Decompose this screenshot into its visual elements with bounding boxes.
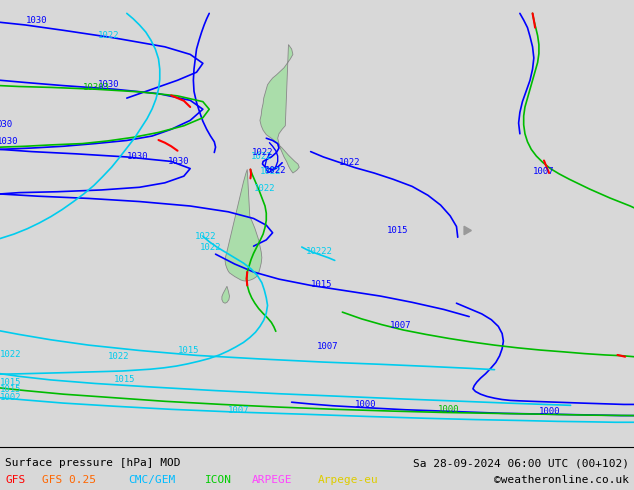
Text: 1022: 1022 [195, 232, 216, 241]
Text: 1007: 1007 [317, 343, 339, 351]
Text: 1022: 1022 [339, 158, 361, 167]
Text: 1015: 1015 [0, 385, 22, 394]
Text: ARPEGE: ARPEGE [252, 475, 292, 485]
Text: 1022: 1022 [260, 167, 281, 176]
Text: 1030: 1030 [98, 80, 120, 89]
Text: GFS 0.25: GFS 0.25 [42, 475, 96, 485]
Text: 1022: 1022 [0, 350, 22, 359]
Text: 1030: 1030 [0, 137, 18, 147]
Text: 1000: 1000 [437, 405, 459, 414]
Text: Sa 28-09-2024 06:00 UTC (00+102): Sa 28-09-2024 06:00 UTC (00+102) [413, 458, 629, 468]
Text: 1015: 1015 [178, 345, 199, 355]
Text: 030: 030 [0, 121, 13, 129]
Text: 1022: 1022 [254, 184, 275, 193]
Text: ICON: ICON [205, 475, 232, 485]
Text: 1000: 1000 [355, 400, 377, 409]
Text: 1030: 1030 [25, 16, 47, 24]
Text: GFS: GFS [5, 475, 25, 485]
Text: ©weatheronline.co.uk: ©weatheronline.co.uk [494, 475, 629, 485]
Text: Surface pressure [hPa] MOD: Surface pressure [hPa] MOD [5, 458, 181, 468]
Text: 1002: 1002 [0, 393, 22, 402]
Text: 1007: 1007 [533, 167, 554, 176]
Text: 1007: 1007 [390, 321, 411, 330]
Polygon shape [225, 170, 262, 281]
Text: 1015: 1015 [387, 225, 408, 235]
Text: 1022: 1022 [265, 166, 287, 175]
Text: 1022: 1022 [200, 243, 221, 252]
Text: 1022: 1022 [98, 31, 120, 40]
Polygon shape [222, 286, 230, 303]
Text: 1015: 1015 [0, 378, 22, 387]
Text: 10222: 10222 [306, 247, 332, 256]
Text: 1022: 1022 [108, 352, 129, 361]
Polygon shape [260, 45, 299, 173]
Text: 1015: 1015 [311, 279, 332, 289]
Text: CMC/GEM: CMC/GEM [128, 475, 176, 485]
Text: 1015: 1015 [114, 375, 136, 385]
Text: 1022: 1022 [252, 148, 274, 157]
Text: 1022: 1022 [251, 151, 273, 161]
Text: 10303: 10303 [82, 83, 109, 92]
Text: 1030: 1030 [127, 151, 148, 161]
Text: 1000: 1000 [539, 407, 560, 416]
Text: 1030: 1030 [168, 157, 190, 166]
Text: 1007: 1007 [228, 406, 250, 415]
Text: Arpege-eu: Arpege-eu [318, 475, 379, 485]
